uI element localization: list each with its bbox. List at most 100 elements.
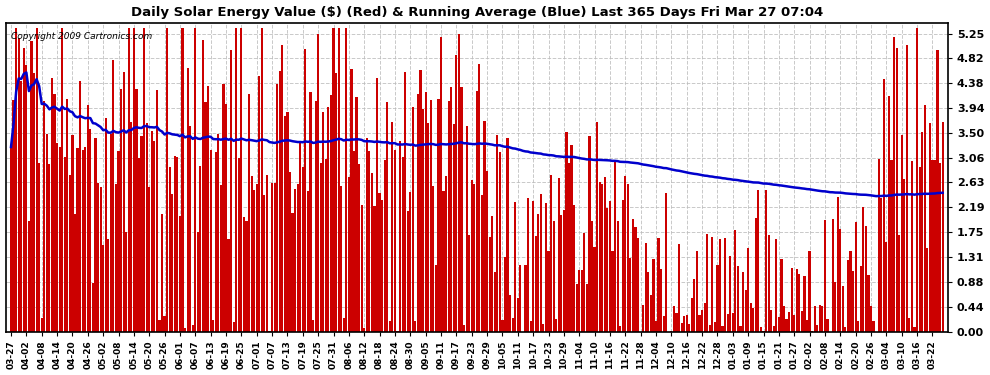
Bar (238, 158, 240, 332)
Bar (724, 238, 727, 332)
Bar (150, 131, 152, 332)
Bar (888, 96, 890, 332)
Bar (260, 28, 263, 332)
Bar (136, 89, 138, 332)
Bar (737, 266, 739, 332)
Bar (36, 28, 38, 332)
Bar (740, 326, 742, 332)
Bar (112, 60, 115, 332)
Bar (407, 211, 409, 332)
Bar (680, 323, 683, 332)
Bar (619, 326, 622, 332)
Bar (693, 279, 696, 332)
Title: Daily Solar Energy Value ($) (Red) & Running Average (Blue) Last 365 Days Fri Ma: Daily Solar Energy Value ($) (Red) & Run… (131, 6, 823, 18)
Bar (806, 320, 808, 332)
Bar (927, 248, 929, 332)
Bar (281, 45, 283, 332)
Bar (630, 258, 632, 332)
Bar (588, 136, 591, 332)
Bar (877, 159, 880, 332)
Bar (358, 164, 360, 332)
Bar (383, 160, 386, 332)
Bar (896, 48, 898, 332)
Bar (44, 100, 46, 332)
Bar (816, 325, 819, 332)
Bar (783, 306, 785, 332)
Bar (415, 321, 417, 332)
Bar (276, 84, 278, 332)
Bar (255, 184, 257, 332)
Bar (463, 324, 465, 332)
Bar (228, 240, 230, 332)
Bar (184, 328, 186, 332)
Bar (488, 237, 491, 332)
Bar (133, 28, 135, 332)
Bar (61, 28, 63, 332)
Bar (146, 123, 148, 332)
Bar (452, 124, 454, 332)
Bar (643, 305, 644, 332)
Bar (583, 233, 585, 332)
Bar (775, 239, 777, 332)
Bar (148, 187, 150, 332)
Bar (168, 167, 171, 332)
Bar (399, 141, 401, 332)
Bar (273, 183, 276, 332)
Bar (420, 70, 422, 332)
Bar (637, 238, 640, 332)
Bar (496, 135, 498, 332)
Bar (205, 102, 207, 332)
Bar (852, 271, 854, 332)
Bar (793, 315, 795, 332)
Bar (581, 270, 583, 332)
Bar (665, 193, 667, 332)
Bar (181, 28, 183, 332)
Bar (217, 134, 220, 332)
Bar (844, 327, 846, 332)
Bar (507, 138, 509, 332)
Bar (199, 166, 202, 332)
Bar (535, 236, 537, 332)
Bar (717, 266, 719, 332)
Bar (378, 194, 381, 332)
Bar (58, 147, 60, 332)
Bar (100, 187, 102, 332)
Bar (837, 197, 839, 332)
Bar (94, 138, 97, 332)
Bar (457, 34, 460, 332)
Bar (350, 69, 352, 332)
Bar (402, 157, 404, 332)
Bar (606, 208, 609, 332)
Bar (243, 217, 245, 332)
Bar (325, 159, 327, 332)
Bar (688, 324, 690, 332)
Bar (294, 189, 296, 332)
Bar (514, 202, 517, 332)
Bar (312, 320, 314, 332)
Bar (289, 172, 291, 332)
Bar (530, 321, 532, 332)
Bar (649, 295, 652, 332)
Bar (107, 239, 109, 332)
Bar (512, 318, 514, 332)
Bar (427, 123, 430, 332)
Bar (780, 259, 782, 332)
Bar (575, 284, 578, 332)
Bar (89, 129, 91, 332)
Bar (704, 303, 706, 332)
Bar (105, 118, 107, 332)
Bar (446, 176, 447, 332)
Bar (368, 151, 370, 332)
Bar (26, 64, 28, 332)
Bar (166, 28, 168, 332)
Bar (328, 106, 330, 332)
Bar (908, 318, 911, 332)
Bar (632, 219, 634, 332)
Bar (499, 152, 501, 332)
Bar (478, 64, 480, 332)
Bar (41, 318, 43, 332)
Bar (233, 322, 235, 332)
Bar (158, 320, 160, 332)
Bar (762, 331, 764, 332)
Bar (63, 157, 66, 332)
